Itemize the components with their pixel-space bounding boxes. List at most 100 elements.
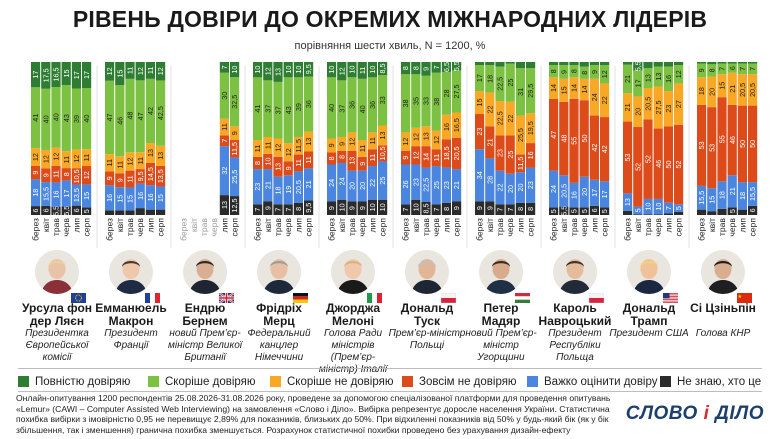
bar-value-label: 29,5 xyxy=(526,84,535,98)
bar-value-label: 11 xyxy=(126,67,135,74)
bar-segment-full_distrust xyxy=(697,104,707,186)
bar-value-label: 17 xyxy=(475,74,484,82)
bar-segment-hard_to_say xyxy=(431,166,441,205)
bar-segment-rather_distrust xyxy=(230,126,240,141)
bar-value-label: 9 xyxy=(41,173,50,177)
bar-value-label: 22 xyxy=(496,183,505,191)
bar-value-label: 41 xyxy=(31,114,40,122)
bar-segment-full_trust xyxy=(293,62,303,78)
bar-value-label: 8 xyxy=(401,66,410,70)
bar-segment-rather_distrust xyxy=(61,151,71,169)
bar-segment-full_distrust xyxy=(663,126,673,203)
bar-value-label: 9 xyxy=(475,206,484,210)
bar-segment-hard_to_say xyxy=(663,202,673,214)
bar-value-label: 7 xyxy=(718,67,727,71)
bar-value-label: 7 xyxy=(220,139,229,143)
bar-segment-rather_trust xyxy=(105,80,115,155)
bar-value-label: 8,5 xyxy=(378,64,387,74)
bar-value-label: 32 xyxy=(220,167,229,175)
bar-value-label: 18 xyxy=(718,191,727,199)
bar-value-label: 24 xyxy=(590,93,599,101)
legend-swatch xyxy=(270,376,281,387)
bar-segment-rather_distrust xyxy=(105,154,115,172)
bar-value-label: 53 xyxy=(623,153,632,161)
legend-swatch xyxy=(18,376,29,387)
bar-segment-hard_to_say xyxy=(135,183,145,209)
bar-segment-dont_know xyxy=(105,210,115,215)
wave-label: берез xyxy=(31,218,41,241)
bar-segment-full_distrust xyxy=(579,100,589,177)
bar-value-label: 15 xyxy=(475,99,484,107)
bar-value-label: 11 xyxy=(358,145,367,152)
bar-segment-rather_distrust xyxy=(569,77,579,99)
bar-value-label: 13,5 xyxy=(156,169,165,183)
bar-value-label: 9 xyxy=(348,206,357,210)
bar-segment-full_trust xyxy=(589,62,599,66)
bar-value-label: 5 xyxy=(82,209,91,213)
bar-segment-hard_to_say xyxy=(727,175,737,208)
bar-segment-rather_trust xyxy=(663,66,673,92)
bar-value-label: 13 xyxy=(422,132,431,140)
bar-value-label: 10 xyxy=(263,157,272,165)
bar-segment-full_trust xyxy=(401,62,411,75)
giorgia-meloni-portrait xyxy=(331,250,375,294)
bar-segment-full_trust xyxy=(526,62,536,69)
bar-value-label: 11 xyxy=(62,156,71,163)
bar-segment-dont_know xyxy=(452,201,462,215)
brand-logo-part2: ДІЛО xyxy=(715,403,764,424)
bar-segment-rather_distrust xyxy=(663,91,673,127)
bar-value-label: 8 xyxy=(253,161,262,165)
bar-value-label: 8 xyxy=(327,156,336,160)
bar-value-label: 5 xyxy=(549,209,558,213)
bar-segment-rather_distrust xyxy=(485,92,495,127)
bar-value-label: 12 xyxy=(348,138,357,146)
bar-value-label: 9 xyxy=(590,70,599,74)
bar-segment-rather_trust xyxy=(41,88,51,150)
bar-segment-rather_distrust xyxy=(135,152,145,170)
leader-role: Прем’єр-міністр Польщі xyxy=(388,328,466,351)
bar-segment-rather_distrust xyxy=(643,88,653,120)
bar-value-label: 22 xyxy=(485,105,494,113)
wave-label: серп xyxy=(600,218,610,237)
bar-segment-dont_know xyxy=(549,207,559,215)
bar-segment-hard_to_say xyxy=(707,188,717,212)
bar-segment-full_distrust xyxy=(643,119,653,199)
leader-name: Емманюель Макрон xyxy=(95,301,167,328)
bar-segment-full_distrust xyxy=(327,152,337,165)
bar-value-label: 38 xyxy=(401,99,410,107)
bar-value-label: 11,5 xyxy=(230,142,239,155)
bar-value-label: 27,5 xyxy=(452,84,461,98)
leader-bar-group: берез6189124117квіт615,59124017,5трав5,5… xyxy=(31,62,92,241)
flag-fr-icon xyxy=(145,290,160,303)
bar-value-label: 20 xyxy=(580,188,589,196)
wave-label: черв xyxy=(61,218,71,237)
bar-segment-dont_know xyxy=(115,210,125,215)
peter-magyar-portrait xyxy=(479,250,523,294)
bar-value-label: 8 xyxy=(62,172,71,176)
bar-segment-rather_trust xyxy=(623,64,633,94)
legend-label: Скоріше не довіряю xyxy=(287,376,394,388)
bar-segment-dont_know xyxy=(135,208,145,215)
bar-value-label: 11 xyxy=(368,137,377,144)
bar-value-label: 17,5 xyxy=(41,68,50,82)
bar-value-label: 20 xyxy=(707,88,716,96)
bar-value-label: 42 xyxy=(590,144,599,152)
bar-value-label: 16,5 xyxy=(52,67,61,81)
bar-value-label: 18,5 xyxy=(442,146,451,160)
wave-label: серп xyxy=(378,218,388,237)
bar-segment-full_trust xyxy=(327,62,337,78)
leader-role: новий Прем’єр-міністр Великої Британії xyxy=(168,328,242,363)
friedrich-merz-portrait xyxy=(257,250,301,294)
bar-value-label: 30 xyxy=(220,92,229,100)
bar-segment-full_trust xyxy=(495,62,505,67)
bar-segment-dont_know xyxy=(337,199,347,215)
bar-segment-rather_distrust xyxy=(41,149,51,169)
bar-value-label: 20 xyxy=(506,185,515,193)
bar-value-label: 41 xyxy=(253,105,262,113)
bar-segment-rather_trust xyxy=(643,68,653,89)
bar-segment-full_distrust xyxy=(263,153,273,170)
bar-value-label: 33 xyxy=(378,96,387,104)
bar-segment-dont_know xyxy=(51,206,61,215)
bar-value-label: 25,5 xyxy=(516,128,525,142)
bar-segment-rather_distrust xyxy=(273,138,283,157)
